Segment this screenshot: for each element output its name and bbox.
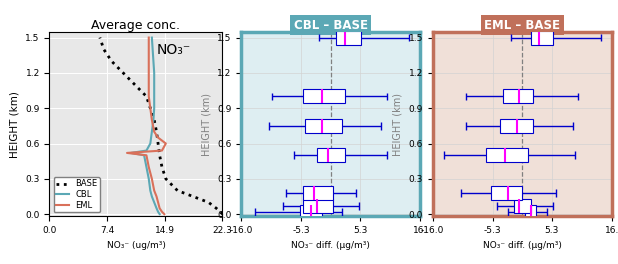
Y-axis label: HEIGHT (km): HEIGHT (km)	[393, 93, 403, 155]
Y-axis label: HEIGHT (km): HEIGHT (km)	[10, 91, 20, 158]
Text: NO₃⁻: NO₃⁻	[157, 43, 191, 57]
Bar	[303, 89, 345, 103]
Bar	[316, 148, 345, 162]
Bar	[514, 199, 531, 213]
Bar	[486, 148, 528, 162]
Legend: BASE, CBL, EML: BASE, CBL, EML	[54, 177, 100, 212]
Bar	[303, 199, 334, 213]
Y-axis label: HEIGHT (km): HEIGHT (km)	[201, 93, 211, 155]
Bar	[531, 31, 553, 45]
X-axis label: NO₃⁻ (ug/m³): NO₃⁻ (ug/m³)	[106, 241, 166, 250]
Title: CBL – BASE: CBL – BASE	[294, 19, 368, 32]
Bar	[500, 119, 533, 133]
X-axis label: NO₃⁻ diff. (μg/m³): NO₃⁻ diff. (μg/m³)	[483, 241, 562, 250]
X-axis label: NO₃⁻ diff. (μg/m³): NO₃⁻ diff. (μg/m³)	[291, 241, 370, 250]
Title: Average conc.: Average conc.	[91, 19, 180, 32]
Bar	[303, 186, 334, 200]
Title: EML – BASE: EML – BASE	[485, 19, 560, 32]
Bar	[525, 205, 536, 219]
Bar	[336, 31, 362, 45]
Bar	[491, 186, 522, 200]
Bar	[300, 205, 322, 219]
Bar	[305, 119, 342, 133]
Bar	[502, 89, 533, 103]
